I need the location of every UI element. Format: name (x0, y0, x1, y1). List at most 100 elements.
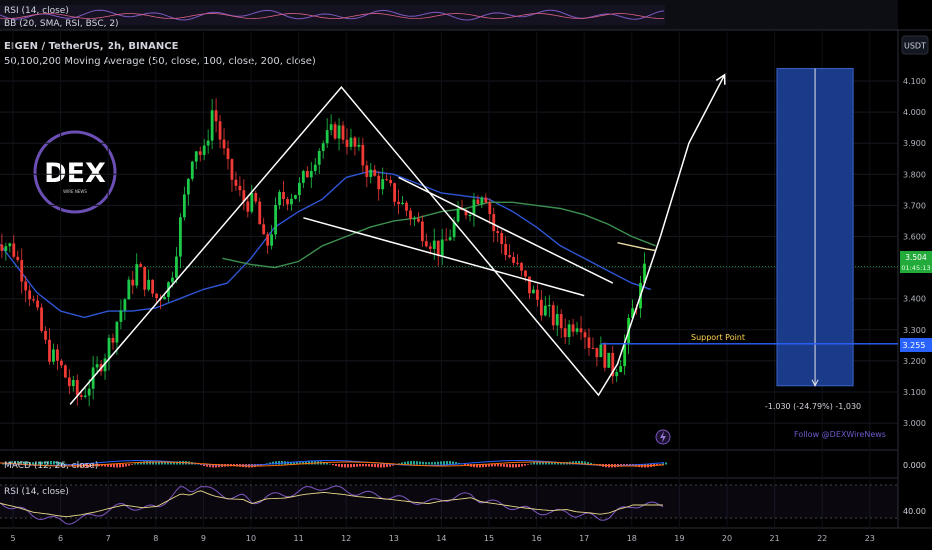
y-tick-label: 3.000 (903, 419, 926, 428)
symbol-title[interactable]: EIGEN / TetherUS, 2h, BINANCE (4, 41, 179, 52)
candle-body (504, 244, 508, 256)
macd-bar (425, 462, 427, 465)
candle-body (436, 240, 440, 256)
macd-bar (437, 461, 439, 465)
x-tick-label: 7 (106, 534, 111, 543)
macd-bar (212, 464, 214, 468)
y-tick-label: 4.100 (903, 77, 926, 86)
candle-body (571, 324, 575, 332)
candle-body (135, 264, 139, 286)
x-tick-label: 14 (436, 534, 446, 543)
candle-body (397, 201, 400, 205)
candle-body (599, 344, 603, 358)
macd-bar (332, 464, 334, 466)
macd-bar (143, 461, 145, 465)
candle-body (591, 347, 595, 349)
candle-body (393, 183, 396, 202)
support-price-value: 3.255 (903, 341, 926, 350)
candle-body (547, 305, 551, 307)
candle-body (155, 293, 158, 299)
support-price-tag: 3.255 (900, 338, 932, 352)
candle-body (127, 279, 131, 300)
macd-bar (587, 462, 589, 465)
candle-body (377, 175, 381, 190)
candle-body (369, 169, 373, 177)
macd-bar (371, 464, 373, 467)
support-label: Support Point (691, 333, 745, 342)
macd-bar (116, 464, 118, 468)
candle-body (151, 279, 155, 294)
candle-body (282, 191, 285, 200)
macd-bar (347, 464, 349, 468)
follow-label: Follow @DEXWireNews (794, 430, 886, 439)
macd-bar (2, 463, 4, 465)
macd-bar (491, 464, 493, 467)
candle-body (206, 140, 210, 146)
candle-body (353, 137, 357, 147)
top-band (0, 5, 665, 25)
candle-body (405, 202, 408, 211)
candle-body (623, 343, 627, 367)
dex-logo: DEX WIRE NEWS (33, 130, 117, 214)
candle-body (71, 380, 75, 387)
macd-bar (431, 462, 433, 465)
macd-bar (542, 461, 544, 465)
lightning-icon[interactable] (655, 429, 671, 445)
macd-bar (173, 461, 175, 465)
macd-bar (494, 464, 496, 467)
candle-body (611, 352, 615, 377)
macd-bar (662, 463, 664, 465)
x-tick-label: 5 (10, 534, 15, 543)
macd-bar (476, 464, 478, 468)
macd-bar (338, 464, 340, 467)
macd-bar (356, 464, 358, 467)
candle-body (440, 239, 444, 256)
y-tick-label: 3.200 (903, 357, 926, 366)
macd-bar (488, 464, 490, 467)
candle-body (365, 165, 369, 177)
macd-bar (74, 464, 76, 467)
time-axis[interactable]: 5 6 7 8 9 10 11 12 13 14 15 16 17 18 19 20 21 22 23 (10, 534, 874, 543)
macd-bar (278, 461, 280, 465)
macd-bar (581, 461, 583, 465)
macd-bar (665, 462, 667, 465)
candle-body (297, 182, 301, 196)
currency-button[interactable]: USDT (901, 35, 929, 55)
macd-bar (455, 462, 457, 465)
macd-bar (134, 463, 136, 465)
current-price-tag: 3.504 01:45:13 (900, 251, 932, 273)
candle-body (567, 324, 571, 337)
macd-bar (125, 464, 127, 467)
y-tick-label: 3.300 (903, 326, 926, 335)
macd-axis-value: 0.000 (903, 461, 926, 470)
macd-bar (122, 464, 124, 468)
macd-bar (473, 464, 475, 468)
candle-body (607, 352, 611, 368)
candle-body (103, 358, 107, 372)
top-rsi-line (0, 9, 665, 21)
macd-bar (530, 463, 532, 465)
candle-body (214, 110, 218, 122)
macd-bar (428, 462, 430, 465)
macd-bar (575, 461, 577, 465)
candle-body (337, 125, 341, 139)
ma-legend[interactable]: 50,100,200 Moving Average (50, close, 10… (4, 56, 316, 67)
candle-body (345, 139, 349, 147)
macd-bar (548, 461, 550, 465)
candle-body (182, 194, 186, 218)
candle-body (254, 192, 258, 202)
candle-body (409, 210, 412, 219)
candle-body (258, 201, 262, 225)
macd-bar (35, 462, 37, 465)
candle-body (111, 337, 115, 343)
macd-bar (200, 464, 202, 466)
candle-body (555, 314, 559, 326)
candle-body (563, 328, 567, 337)
candle-body (579, 328, 583, 333)
x-tick-label: 19 (674, 534, 684, 543)
candle-body (107, 337, 111, 359)
macd-bar (149, 461, 151, 465)
candle-body (4, 246, 8, 251)
target-arrow-head (715, 73, 726, 85)
